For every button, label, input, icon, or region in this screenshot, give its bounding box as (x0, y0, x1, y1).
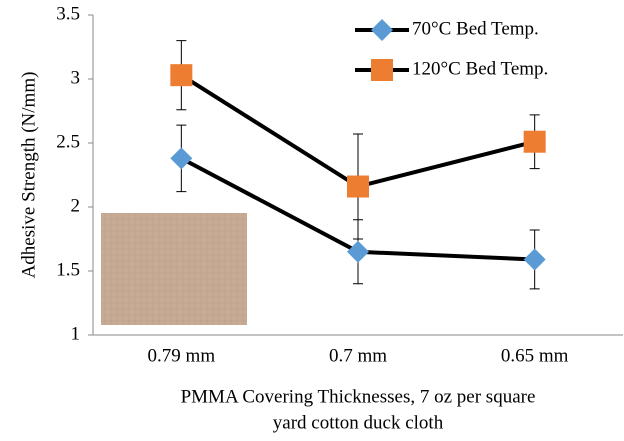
y-tick-label: 1.5 (56, 259, 80, 280)
point-marker (170, 64, 193, 87)
y-axis-title: Adhesive Strength (N/mm) (18, 72, 39, 279)
x-axis-title: yard cotton duck cloth (273, 412, 444, 433)
point-marker (347, 175, 369, 198)
x-tick-label: 0.7 mm (329, 345, 387, 366)
legend-label: 120°C Bed Temp. (412, 58, 548, 79)
cloth-inset-image (101, 213, 247, 325)
legend-marker (371, 19, 393, 41)
y-tick-label: 3.5 (56, 3, 80, 24)
y-tick-label: 1 (71, 323, 81, 344)
x-axis-title: PMMA Covering Thicknesses, 7 oz per squa… (181, 386, 536, 407)
legend-label: 70°C Bed Temp. (412, 18, 539, 39)
point-marker (523, 248, 546, 271)
point-marker (170, 147, 193, 170)
x-tick-label: 0.79 mm (148, 345, 216, 366)
point-marker (347, 240, 369, 263)
y-tick-label: 3 (71, 67, 81, 88)
legend-marker (371, 59, 393, 81)
y-tick-label: 2.5 (56, 131, 80, 152)
x-tick-label: 0.65 mm (501, 345, 569, 366)
point-marker (523, 130, 546, 153)
y-tick-label: 2 (71, 195, 81, 216)
